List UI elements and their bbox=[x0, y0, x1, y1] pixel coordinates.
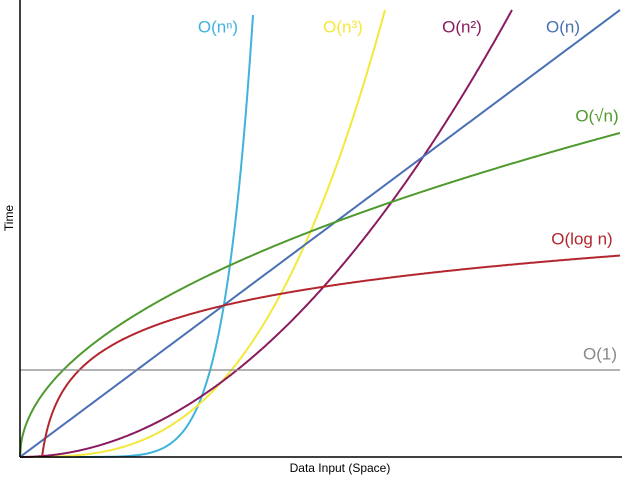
curve bbox=[19, 9, 621, 458]
series-label: O(1) bbox=[583, 344, 617, 363]
curve bbox=[20, 9, 513, 458]
curve bbox=[41, 254, 620, 458]
series-label: O(nⁿ) bbox=[198, 17, 238, 36]
series-label: O(n²) bbox=[442, 17, 482, 36]
x-axis-label: Data Input (Space) bbox=[290, 461, 391, 475]
y-axis-label: Time bbox=[2, 205, 16, 232]
series-label: O(n) bbox=[546, 17, 580, 36]
curve bbox=[20, 9, 386, 458]
series-label: O(log n) bbox=[551, 229, 612, 248]
curves bbox=[19, 9, 621, 458]
series-label: O(n³) bbox=[323, 17, 363, 36]
curve bbox=[20, 14, 254, 458]
series-label: O(√n) bbox=[575, 106, 618, 125]
curve bbox=[19, 131, 621, 458]
